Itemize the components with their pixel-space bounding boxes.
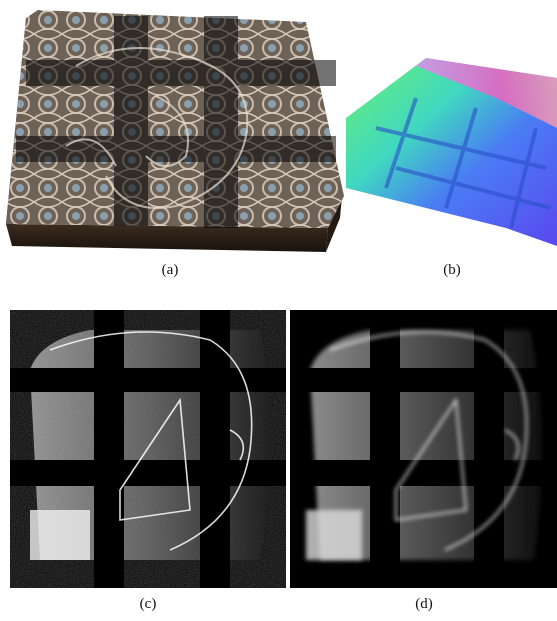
caption-a: (a) xyxy=(161,262,179,278)
caption-b: (b) xyxy=(443,262,461,278)
panel-a-image xyxy=(6,6,346,254)
panel-d-image xyxy=(290,310,557,588)
caption-c: (c) xyxy=(139,596,157,612)
caption-d: (d) xyxy=(415,596,433,612)
panel-b-image xyxy=(346,58,557,248)
panel-c-image xyxy=(10,310,286,588)
